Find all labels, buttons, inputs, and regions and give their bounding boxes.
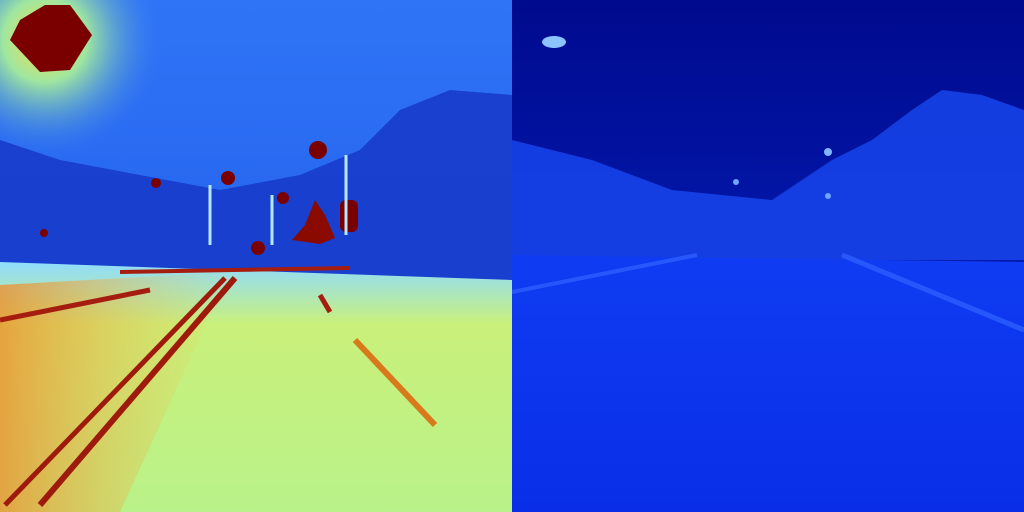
- left-false-color-panel: [0, 0, 512, 512]
- hot-light-sources: [10, 5, 358, 255]
- street-lights: [542, 36, 832, 199]
- right-scene-image: [512, 0, 1024, 512]
- left-scene-image: [0, 0, 512, 512]
- road-surface: [512, 255, 1024, 512]
- treeline: [0, 90, 512, 280]
- cloud-bank: [512, 90, 1024, 260]
- right-thermal-panel: [512, 0, 1024, 512]
- light-poles: [208, 155, 348, 245]
